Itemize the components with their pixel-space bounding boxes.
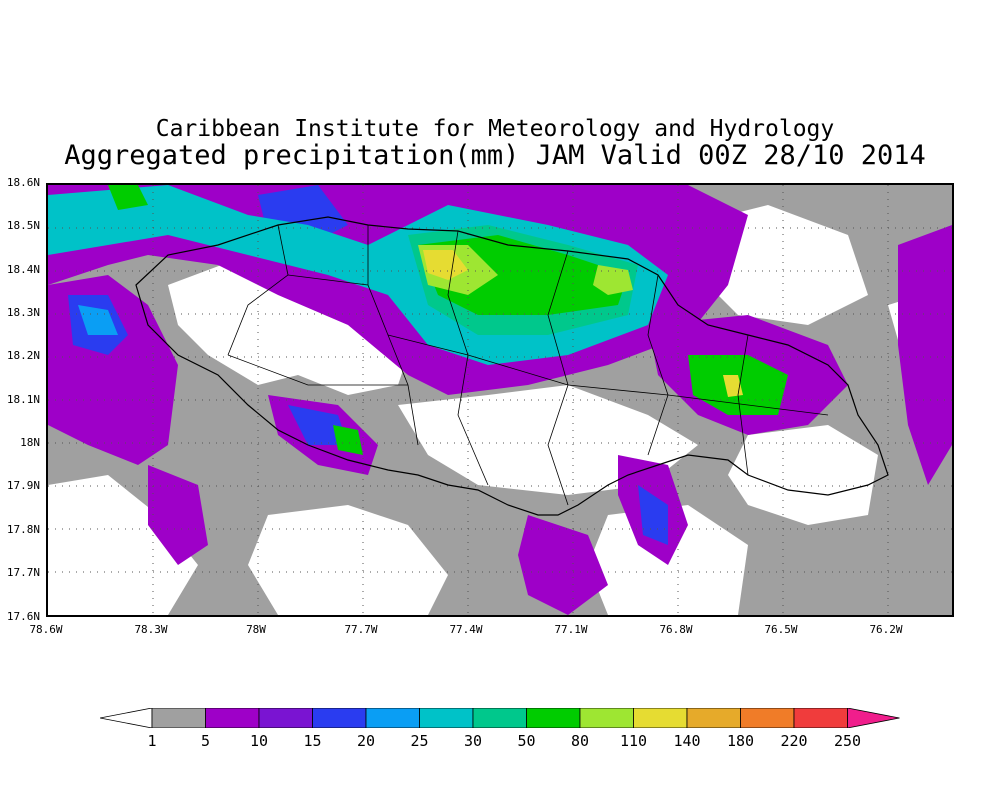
title-line-1: Caribbean Institute for Meteorology and … (155, 116, 835, 142)
lat-label: 18.2N (6, 349, 40, 362)
colorbar-swatch (312, 708, 367, 728)
precip-green-nw (108, 185, 148, 210)
lon-label: 78W (246, 623, 266, 636)
colorbar-swatch (793, 708, 848, 728)
lat-label: 18N (20, 436, 40, 449)
colorbar-label: 25 (410, 732, 429, 750)
precip-none-south (248, 505, 448, 615)
colorbar-label: 15 (303, 732, 322, 750)
precipitation-colorbar (100, 708, 900, 728)
colorbar-label: 80 (570, 732, 590, 750)
lat-label: 18.6N (6, 176, 40, 189)
colorbar-swatch (579, 708, 634, 728)
lon-label: 77.4W (449, 623, 483, 636)
lon-label: 76.8W (659, 623, 693, 636)
precip-blue-mid (288, 405, 348, 445)
precipitation-map-svg (48, 185, 952, 615)
precip-green-mid (333, 425, 363, 455)
lat-label: 18.3N (6, 306, 40, 319)
lat-label: 17.8N (6, 523, 40, 536)
colorbar-label: 180 (726, 732, 755, 750)
colorbar-label: 20 (356, 732, 376, 750)
colorbar-label: 110 (619, 732, 648, 750)
lat-label: 17.7N (6, 566, 40, 579)
lat-label: 18.4N (6, 263, 40, 276)
precip-none-se (728, 425, 878, 525)
colorbar-swatch (740, 708, 795, 728)
colorbar-label: 220 (780, 732, 808, 750)
precip-purple-sw (148, 465, 208, 565)
precip-sky-west (78, 305, 118, 335)
precip-purple-far-east (898, 225, 952, 485)
lat-label: 18.5N (6, 219, 40, 232)
lon-label: 76.5W (764, 623, 798, 636)
precip-none-west (168, 255, 408, 395)
colorbar-swatch (526, 708, 581, 728)
colorbar-label: 30 (463, 732, 483, 750)
precipitation-field (48, 185, 952, 615)
colorbar-swatch (633, 708, 688, 728)
colorbar-swatch (205, 708, 260, 728)
parish-boundaries (227, 224, 829, 506)
lat-label: 18.1N (6, 393, 40, 406)
precip-none-sw (48, 475, 198, 615)
precip-yellow-east (723, 375, 743, 397)
colorbar-label: 10 (249, 732, 269, 750)
lat-label: 17.9N (6, 479, 40, 492)
colorbar-label: 1 (147, 732, 157, 750)
colorbar-label: 5 (200, 732, 211, 750)
precipitation-map (46, 183, 954, 617)
colorbar-arrow-low (100, 708, 153, 728)
lon-label: 78.3W (134, 623, 168, 636)
colorbar-label: 140 (673, 732, 701, 750)
colorbar-swatch (686, 708, 741, 728)
jamaica-coastline (135, 216, 889, 516)
precip-lime-east (593, 265, 633, 295)
lon-label: 77.1W (554, 623, 588, 636)
colorbar-swatch (472, 708, 527, 728)
colorbar-swatch (365, 708, 420, 728)
colorbar-swatch (151, 708, 206, 728)
lat-label: 17.6N (6, 610, 40, 623)
precip-yellow-north (423, 250, 468, 280)
colorbar-swatch (419, 708, 474, 728)
title-line-2: Aggregated precipitation(mm) JAM Valid 0… (64, 140, 926, 171)
colorbar-label: 250 (833, 732, 862, 750)
colorbar-label: 50 (517, 732, 536, 750)
colorbar-swatch (258, 708, 313, 728)
lon-label: 78.6W (29, 623, 63, 636)
lon-label: 76.2W (869, 623, 903, 636)
lon-label: 77.7W (344, 623, 378, 636)
precip-purple-south (518, 515, 608, 615)
colorbar-arrow-high (847, 708, 900, 728)
precip-blue-se (638, 485, 668, 545)
